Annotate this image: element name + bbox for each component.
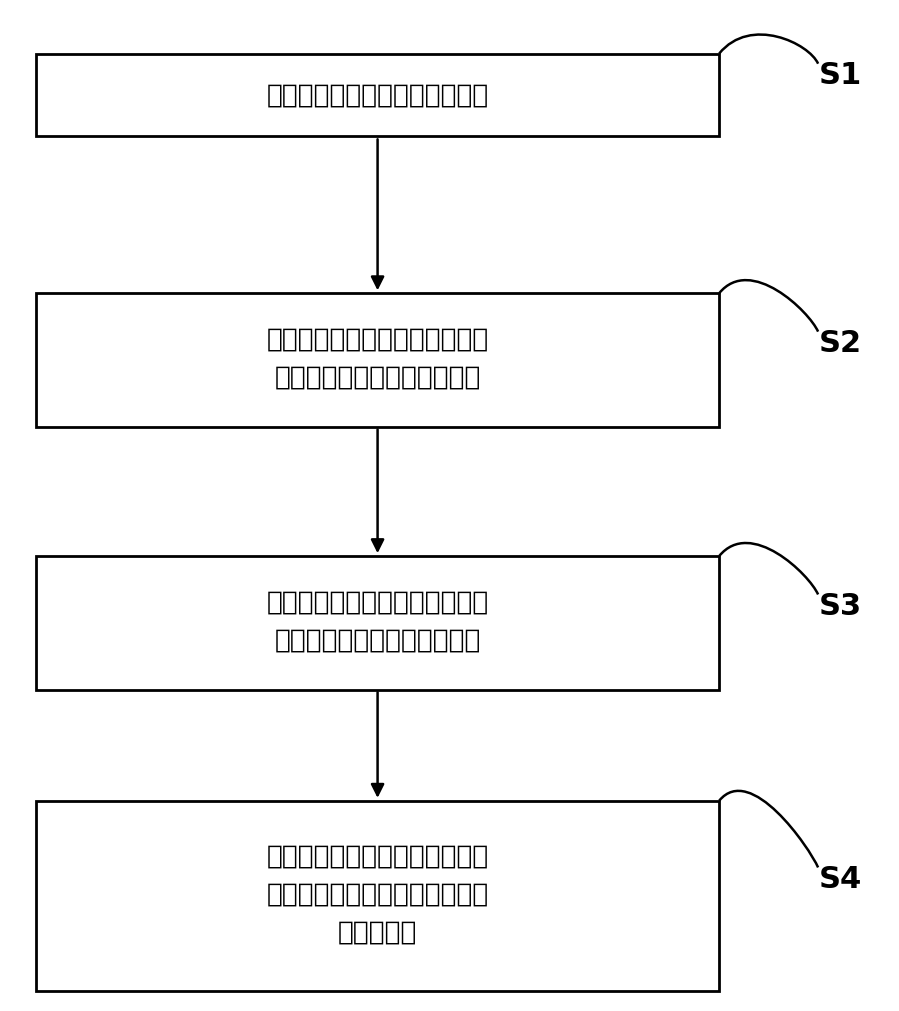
Bar bbox=[36, 556, 719, 690]
Text: 根据回波散斑评价反馈因子，建
立散斑统计特性与聚焦光斑尺寸
的单调关系: 根据回波散斑评价反馈因子，建 立散斑统计特性与聚焦光斑尺寸 的单调关系 bbox=[266, 844, 489, 945]
Text: S3: S3 bbox=[819, 592, 862, 621]
Text: 对扩展目标的回波散斑进行采样: 对扩展目标的回波散斑进行采样 bbox=[266, 83, 489, 109]
Bar bbox=[36, 293, 719, 427]
Text: S2: S2 bbox=[819, 330, 862, 358]
Text: 通过模糊优化算法对回波散斑进
行优化，控制发射系统倾斜项: 通过模糊优化算法对回波散斑进 行优化，控制发射系统倾斜项 bbox=[266, 589, 489, 654]
Text: 通过模糊优化算法对回波散斑进
行优化，控制发射系统相位项: 通过模糊优化算法对回波散斑进 行优化，控制发射系统相位项 bbox=[266, 327, 489, 391]
Bar bbox=[36, 801, 719, 991]
Bar bbox=[36, 54, 719, 136]
Text: S4: S4 bbox=[819, 865, 862, 894]
Text: S1: S1 bbox=[819, 62, 862, 90]
